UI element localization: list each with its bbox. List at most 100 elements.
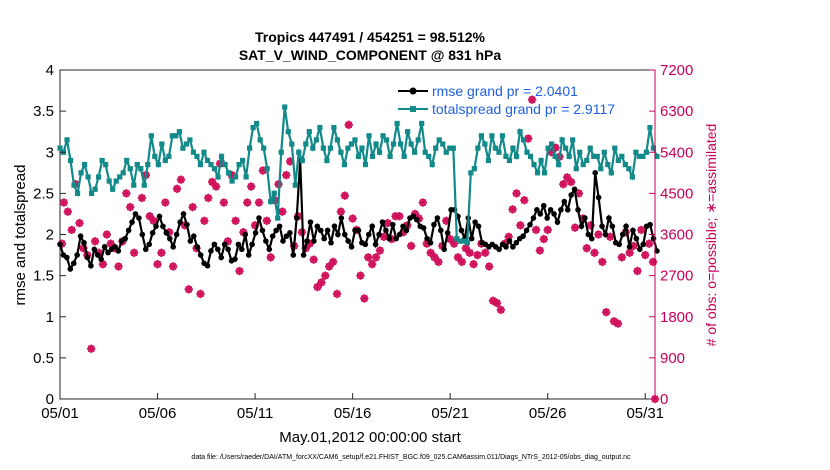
totalspread-point — [352, 137, 358, 143]
totalspread-point — [250, 124, 256, 131]
totalspread-point — [531, 161, 537, 168]
totalspread-point — [605, 161, 611, 168]
totalspread-point — [57, 145, 63, 151]
plot-area — [59, 69, 656, 400]
rmse-point — [197, 252, 204, 258]
obs-assimilated-marker — [512, 189, 521, 198]
obs-assimilated-marker — [332, 289, 342, 299]
rmse-point — [640, 241, 647, 248]
rmse-point — [221, 241, 228, 248]
obs-assimilated-marker — [176, 175, 186, 184]
y-tick-label: 3.5 — [33, 103, 54, 120]
totalspread-point — [197, 161, 204, 168]
totalspread-point — [152, 153, 158, 159]
x-tick-label: 05/21 — [431, 405, 469, 422]
obs-assimilated-marker — [188, 202, 197, 212]
totalspread-point — [78, 170, 84, 176]
rmse-point — [129, 219, 135, 225]
totalspread-point — [278, 149, 284, 155]
totalspread-point — [120, 170, 126, 176]
obs-assimilated-marker — [481, 248, 490, 257]
totalspread-point — [289, 141, 295, 147]
totalspread-point — [148, 133, 154, 139]
totalspread-point — [584, 157, 590, 164]
rmse-point — [338, 215, 345, 221]
rmse-point — [362, 241, 369, 248]
rmse-point — [619, 231, 626, 238]
rmse-point — [77, 233, 84, 239]
rmse-point — [630, 227, 636, 234]
rmse-point — [431, 221, 437, 228]
obs-assimilated-marker — [582, 244, 591, 253]
totalspread-point — [271, 190, 277, 196]
obs-assimilated-marker — [594, 230, 603, 239]
rmse-point — [400, 223, 406, 230]
totalspread-point — [461, 238, 467, 244]
totalspread-point — [471, 166, 477, 172]
totalspread-point — [96, 174, 102, 180]
obs-assimilated-marker — [328, 257, 338, 267]
y-tick-label: 3 — [46, 144, 54, 161]
rmse-point — [386, 235, 393, 242]
totalspread-point — [401, 153, 407, 159]
legend-rmse-marker — [409, 87, 417, 95]
obs-assimilated-marker — [87, 344, 96, 353]
rmse-point — [70, 260, 77, 267]
totalspread-point — [190, 149, 197, 155]
y2-tick-label: 6300 — [660, 103, 693, 120]
rmse-point — [355, 227, 362, 234]
totalspread-point — [341, 161, 348, 168]
totalspread-point — [520, 137, 527, 143]
obs-assimilated-marker — [309, 255, 318, 264]
totalspread-point — [124, 157, 130, 164]
rmse-point — [280, 238, 286, 244]
rmse-point — [149, 230, 156, 236]
obs-assimilated-marker — [625, 248, 634, 257]
totalspread-point — [334, 137, 341, 143]
rmse-point — [74, 252, 80, 258]
totalspread-point — [408, 141, 414, 147]
obs-assimilated-marker — [406, 241, 416, 251]
obs-assimilated-marker — [325, 262, 334, 271]
totalspread-point — [211, 166, 218, 172]
totalspread-point — [64, 137, 70, 143]
totalspread-point — [419, 120, 425, 127]
x-tick-label: 05/16 — [334, 405, 372, 422]
obs-assimilated-marker — [262, 216, 271, 225]
rmse-point — [64, 254, 70, 261]
totalspread-point — [327, 145, 333, 151]
obs-assimilated-marker — [313, 282, 322, 292]
plot-frame — [59, 69, 656, 400]
rmse-point — [348, 244, 355, 250]
totalspread-point — [131, 182, 137, 188]
totalspread-point — [587, 145, 593, 151]
rmse-point — [592, 170, 598, 176]
obs-assimilated-marker — [75, 218, 84, 228]
rmse-point — [307, 219, 314, 225]
totalspread-point — [629, 174, 635, 180]
rmse-point — [496, 246, 502, 253]
rmse-point — [170, 244, 177, 250]
rmse-point — [331, 223, 338, 230]
rmse-point — [506, 238, 513, 244]
totalspread-point — [650, 145, 657, 151]
obs-assimilated-marker — [102, 230, 112, 239]
obs-assimilated-marker — [321, 271, 330, 280]
totalspread-point — [485, 157, 491, 164]
rmse-point — [585, 231, 592, 238]
rmse-point — [166, 235, 173, 242]
totalspread-point — [113, 178, 119, 184]
rmse-point — [424, 235, 430, 242]
obs-assimilated-marker — [98, 260, 108, 269]
rmse-point — [571, 186, 578, 193]
obs-assimilated-marker — [633, 266, 642, 276]
totalspread-point — [580, 161, 586, 168]
rmse-point — [273, 227, 279, 234]
totalspread-point — [383, 137, 390, 143]
totalspread-point — [513, 153, 520, 159]
totalspread-point — [110, 186, 116, 192]
obs-assimilated-marker — [90, 237, 100, 246]
totalspread-point — [145, 161, 151, 168]
rmse-point — [252, 230, 259, 236]
obs-assimilated-marker — [360, 294, 369, 303]
